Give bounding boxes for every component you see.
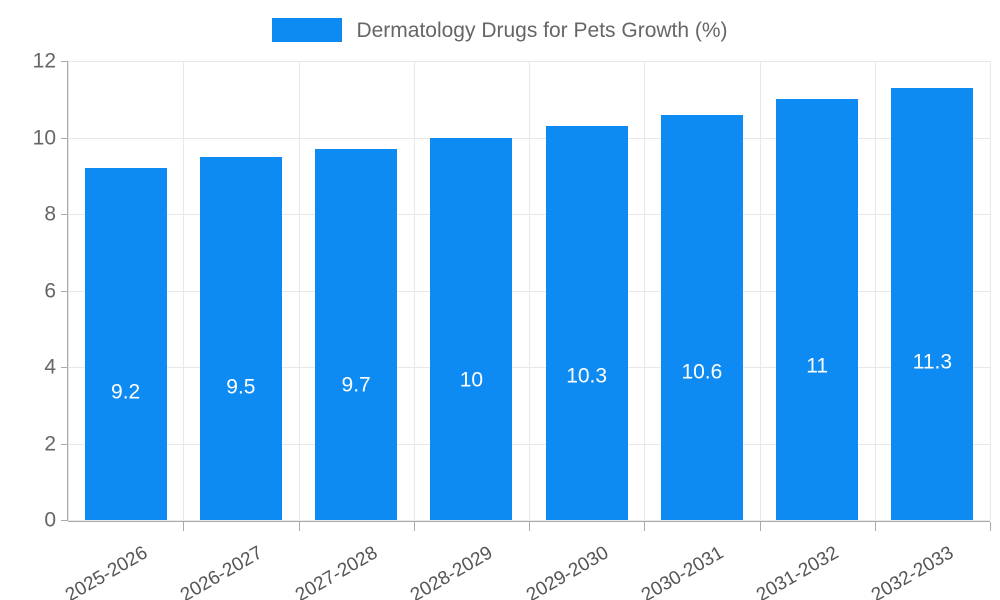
bar[interactable] — [660, 114, 743, 520]
y-axis-tick-label: 0 — [44, 508, 56, 532]
chart-legend: Dermatology Drugs for Pets Growth (%) — [0, 12, 1000, 48]
legend-label[interactable]: Dermatology Drugs for Pets Growth (%) — [356, 18, 728, 42]
bar[interactable] — [315, 148, 398, 520]
y-axis-tick-label: 8 — [44, 202, 56, 226]
bar[interactable] — [891, 87, 974, 520]
y-axis-tick-mark — [61, 61, 68, 62]
vertical-gridline — [760, 61, 761, 520]
x-axis-tick-label: 2031-2032 — [753, 542, 843, 600]
y-axis-tick-mark — [61, 443, 68, 445]
bar[interactable] — [430, 137, 513, 520]
bar[interactable] — [776, 99, 859, 520]
x-axis-tick-mark — [529, 522, 530, 531]
vertical-gridline — [875, 61, 876, 520]
bar[interactable] — [84, 168, 167, 520]
bar[interactable] — [545, 126, 628, 520]
y-axis-tick-mark — [61, 290, 68, 292]
y-axis-tick-label: 6 — [44, 279, 56, 302]
vertical-gridline — [183, 61, 184, 520]
horizontal-gridline — [68, 520, 990, 521]
vertical-gridline — [414, 61, 415, 520]
x-axis-tick-mark — [760, 522, 761, 531]
vertical-gridline — [299, 61, 300, 520]
x-axis-tick-mark — [644, 522, 645, 531]
vertical-gridline — [68, 61, 69, 520]
y-axis-tick-label: 10 — [32, 126, 56, 149]
bar[interactable] — [199, 156, 282, 520]
y-axis-tick-mark — [61, 137, 68, 139]
vertical-gridline — [990, 61, 991, 520]
y-axis-tick-label: 2 — [44, 432, 56, 455]
x-axis-tick-mark — [299, 522, 300, 531]
y-axis-tick-mark — [61, 520, 68, 521]
x-axis-tick-label: 2028-2029 — [407, 542, 497, 600]
x-axis-tick-mark — [183, 522, 184, 531]
x-axis-tick-mark — [414, 522, 415, 531]
y-axis-tick-label: 4 — [44, 355, 56, 379]
vertical-gridline — [644, 61, 645, 520]
y-axis-tick-mark — [61, 367, 68, 368]
plot-area: 9.2 9.5 9.7 10 10.3 10.6 11 11.3 — [68, 61, 991, 521]
y-axis-tick-labels: 0 2 4 6 8 10 12 — [0, 0, 56, 600]
y-axis-tick-mark — [61, 214, 68, 215]
vertical-gridline — [529, 61, 530, 520]
y-axis-tick-label: 12 — [32, 49, 56, 73]
x-axis-tick-label: 2032-2033 — [868, 542, 958, 600]
x-axis-tick-label: 2027-2028 — [292, 542, 382, 600]
x-axis-tick-label: 2030-2031 — [637, 542, 728, 600]
x-axis-tick-label: 2029-2030 — [522, 542, 612, 600]
x-axis-tick-label: 2026-2027 — [176, 542, 267, 600]
x-axis-tick-mark — [990, 522, 991, 531]
x-axis-line — [68, 520, 990, 522]
legend-swatch-icon[interactable] — [272, 18, 343, 42]
x-axis-tick-mark — [875, 522, 876, 531]
